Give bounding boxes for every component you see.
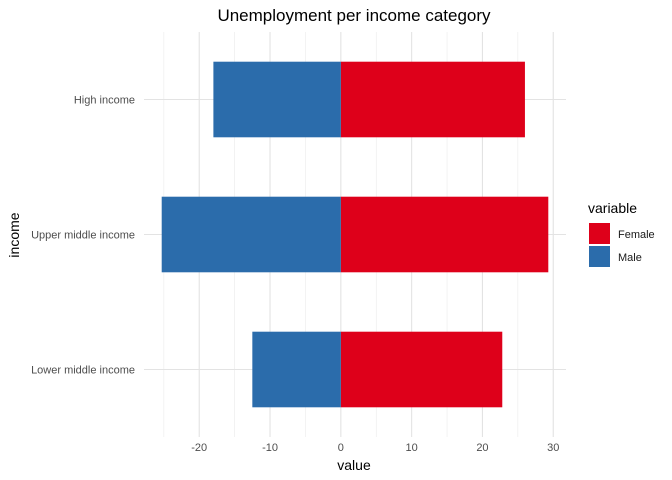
- bar-male-lower-middle-income: [252, 331, 341, 408]
- bar-male-upper-middle-income: [161, 196, 341, 273]
- y-axis-title: income: [6, 212, 22, 257]
- bar-female-upper-middle-income: [340, 196, 549, 273]
- x-tick-label: 0: [338, 442, 344, 454]
- legend-title: variable: [588, 200, 637, 216]
- bar-female-lower-middle-income: [340, 331, 503, 408]
- plot-panel: [144, 32, 566, 437]
- legend: variable Female Male: [588, 200, 655, 267]
- bar-female-high-income: [340, 61, 525, 138]
- legend-label-male: Male: [618, 252, 642, 264]
- x-tick-label: -20: [191, 442, 207, 454]
- chart-title: Unemployment per income category: [217, 6, 491, 25]
- y-tick-label: Upper middle income: [31, 230, 135, 242]
- x-tick-label: -10: [262, 442, 278, 454]
- bars: [161, 61, 549, 408]
- legend-entries: Female Male: [589, 223, 655, 267]
- x-tick-label: 10: [406, 442, 418, 454]
- x-tick-label: 20: [476, 442, 488, 454]
- bar-male-high-income: [213, 61, 341, 138]
- x-tick-label: 30: [547, 442, 559, 454]
- legend-swatch-male: [589, 246, 610, 267]
- x-axis-ticks: -20 -10 0 10 20 30: [191, 442, 559, 454]
- legend-swatch-female: [589, 223, 610, 244]
- y-tick-label: Lower middle income: [31, 365, 135, 377]
- x-axis-title: value: [337, 457, 371, 473]
- y-tick-label: High income: [74, 95, 135, 107]
- y-axis-ticks: High income Upper middle income Lower midd…: [31, 95, 135, 377]
- legend-label-female: Female: [618, 229, 655, 241]
